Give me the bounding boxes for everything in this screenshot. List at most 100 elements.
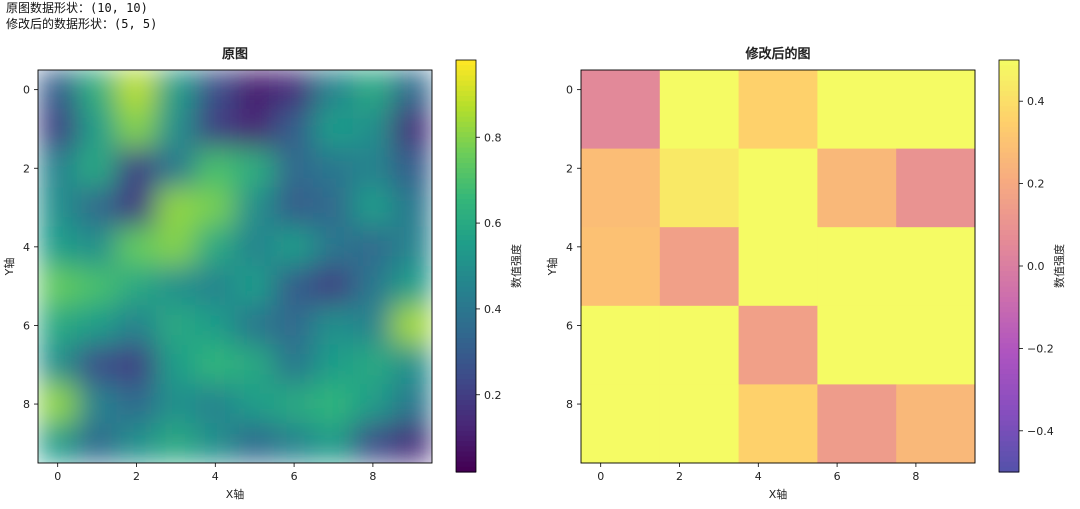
x-tick-label-8: 8 — [369, 470, 376, 483]
colorbar-segment-38 — [456, 255, 476, 262]
heatmap-cell-4-1 — [76, 226, 118, 267]
colorbar-segment-48 — [999, 307, 1019, 313]
colorbar-segment-31 — [999, 219, 1019, 226]
colorbar-segment-62 — [999, 379, 1019, 386]
heatmap-cell-7-7 — [313, 344, 354, 385]
heatmap-cell-1-4 — [195, 108, 236, 150]
colorbar-segment-61 — [999, 374, 1019, 380]
x-tick-label-6: 6 — [291, 470, 298, 483]
heatmap-cell-1-1 — [659, 148, 740, 228]
colorbar-segment-54 — [456, 338, 476, 344]
heatmap-cell-5-1 — [76, 266, 118, 307]
colorbar-segment-46 — [999, 296, 1019, 303]
heatmap-cell-3-1 — [659, 305, 740, 385]
heatmap-cell-9-6 — [273, 423, 315, 463]
colorbar-segment-11 — [456, 116, 476, 123]
heatmap-cell-2-3 — [817, 227, 897, 307]
heatmap-cell-5-0 — [38, 266, 78, 307]
heatmap-cell-1-7 — [313, 108, 354, 150]
colorbar-segment-44 — [456, 286, 476, 293]
colorbar-segment-32 — [456, 224, 476, 231]
colorbar-segment-75 — [999, 446, 1019, 452]
heatmap-cell-1-3 — [817, 148, 897, 228]
colorbar-segment-42 — [999, 276, 1019, 283]
heatmap-cell-3-8 — [352, 187, 394, 228]
colorbar-segment-12 — [456, 121, 476, 128]
colorbar-segment-28 — [999, 204, 1019, 210]
colorbar-segment-19 — [999, 157, 1019, 164]
colorbar-segment-69 — [999, 415, 1019, 422]
colorbar-segment-64 — [999, 389, 1019, 396]
heatmap-cell-7-5 — [234, 344, 275, 385]
colorbar-segment-57 — [456, 353, 476, 360]
colorbar-segment-50 — [456, 317, 476, 324]
colorbar-segment-1 — [456, 65, 476, 71]
colorbar-segment-33 — [456, 229, 476, 236]
colorbar-segment-46 — [456, 296, 476, 303]
colorbar-segment-13 — [456, 126, 476, 133]
colorbar-segment-75 — [456, 446, 476, 452]
heatmap-cell-0-3 — [155, 70, 197, 110]
colorbar-tick-label-0.6: 0.6 — [484, 217, 502, 230]
colorbar-segment-8 — [456, 101, 476, 107]
colorbar-segment-76 — [456, 451, 476, 458]
colorbar-segment-1 — [999, 65, 1019, 71]
heatmap-cell-5-9 — [392, 266, 432, 307]
heatmap-cell-6-6 — [273, 305, 315, 346]
axes-frame — [580, 69, 976, 464]
colorbar-segment-63 — [456, 384, 476, 391]
heatmap-cell-2-3 — [155, 148, 197, 189]
colorbar-segment-66 — [999, 399, 1019, 406]
colorbar-segment-17 — [456, 147, 476, 154]
colorbar-tick-label-0.2: 0.2 — [1027, 178, 1045, 191]
colorbar-segment-10 — [456, 111, 476, 118]
colorbar-segment-64 — [456, 389, 476, 396]
heatmap-cell-9-9 — [392, 423, 432, 463]
colorbar-segment-74 — [456, 441, 476, 447]
heatmap-cell-5-2 — [116, 266, 157, 307]
colorbar-segment-76 — [999, 451, 1019, 458]
colorbar-segment-40 — [999, 266, 1019, 272]
heatmap-cell-3-3 — [155, 187, 197, 228]
heatmap-cell-2-1 — [659, 227, 740, 307]
colorbar-segment-51 — [999, 322, 1019, 329]
colorbar-segment-34 — [999, 235, 1019, 241]
heatmap-cell-2-1 — [76, 148, 118, 189]
heatmap-cell-9-2 — [116, 423, 157, 463]
heatmap-cell-9-4 — [195, 423, 236, 463]
colorbar-segment-60 — [999, 369, 1019, 375]
heatmap-cell-4-4 — [195, 226, 236, 267]
heatmap-cell-0-2 — [116, 70, 157, 110]
colorbar-segment-35 — [456, 240, 476, 246]
heatmap-cell-4-2 — [116, 226, 157, 267]
colorbar-segment-50 — [999, 317, 1019, 324]
heatmap-cell-8-0 — [38, 383, 78, 425]
heatmap-cell-4-0 — [581, 384, 661, 464]
heatmap-cell-8-1 — [76, 383, 118, 425]
colorbar-segment-52 — [456, 327, 476, 334]
colorbar-segment-39 — [999, 260, 1019, 267]
heatmap-cell-1-9 — [392, 108, 432, 150]
y-tick-label-8: 8 — [566, 398, 573, 411]
console-line-modified-shape: 修改后的数据形状：(5, 5) — [6, 17, 158, 31]
heatmap-cell-9-5 — [234, 423, 275, 463]
heatmap-cells — [581, 70, 976, 464]
colorbar-segment-48 — [456, 307, 476, 313]
heatmap-cell-4-1 — [659, 384, 740, 464]
heatmap-cell-6-1 — [76, 305, 118, 346]
heatmap-cell-1-0 — [38, 108, 78, 150]
heatmap-cell-2-0 — [581, 227, 661, 307]
colorbar-segment-53 — [456, 332, 476, 339]
colorbar-segment-77 — [456, 456, 476, 463]
colorbar-segment-4 — [456, 80, 476, 87]
colorbar: 0.2 0.4 0.6 0.8 数值强度 — [455, 59, 523, 473]
heatmap-cell-6-3 — [155, 305, 197, 346]
heatmap-cell-0-4 — [195, 70, 236, 110]
colorbar-segment-57 — [999, 353, 1019, 360]
heatmap-cell-3-5 — [234, 187, 275, 228]
colorbar-segment-73 — [999, 435, 1019, 442]
heatmap-cell-4-0 — [38, 226, 78, 267]
colorbar-segment-19 — [456, 157, 476, 164]
heatmap-cell-2-4 — [896, 227, 976, 307]
heatmap-cell-5-6 — [273, 266, 315, 307]
